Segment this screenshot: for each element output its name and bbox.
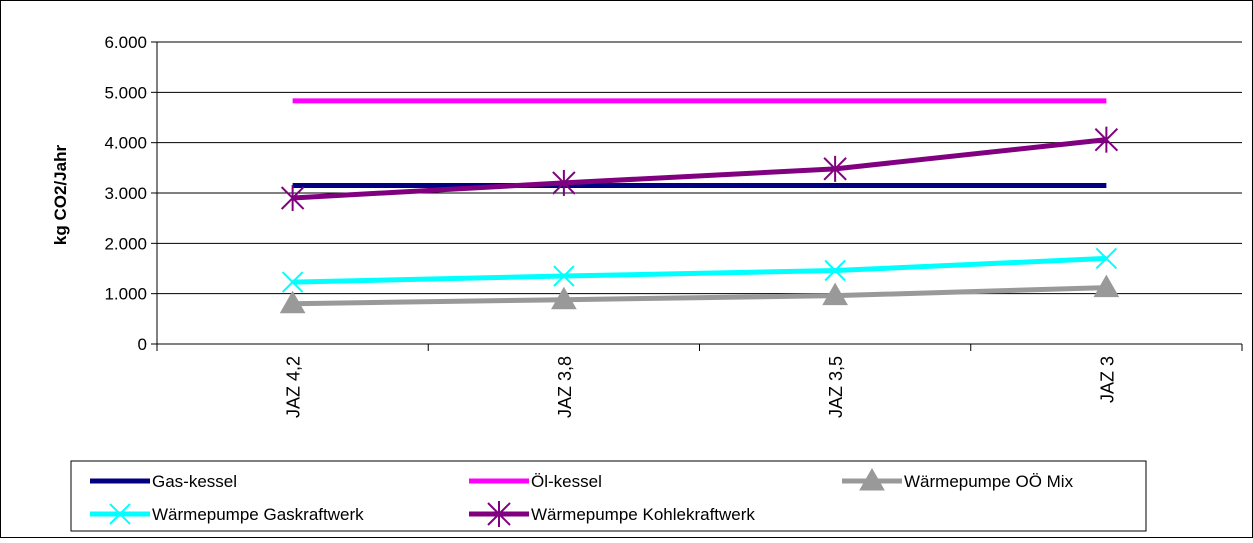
y-tick-label: 4.000 xyxy=(104,134,147,153)
data-point xyxy=(552,169,576,196)
series-line xyxy=(292,285,1107,307)
legend-item: Öl-kessel xyxy=(469,472,602,491)
marker-stroke xyxy=(824,259,846,282)
axes: 0 1.000 2.000 3.000 4.000 5.000 6.000 JAZ 4,2 JA… xyxy=(104,33,1243,418)
x-tick-label: JAZ 3,8 xyxy=(555,356,575,418)
y-tick-label: 6.000 xyxy=(104,33,147,52)
data-point xyxy=(823,155,847,182)
data-point xyxy=(281,271,304,293)
legend-item: Wärmepumpe OÖ Mix xyxy=(842,467,1074,491)
legend-label: Wärmepumpe OÖ Mix xyxy=(904,472,1074,491)
legend-marker xyxy=(859,467,885,491)
y-axis-label: kg CO2/Jahr xyxy=(51,145,70,246)
legend-item: Gas-kessel xyxy=(90,472,237,491)
data-point xyxy=(822,282,848,306)
legend-box xyxy=(70,460,1147,532)
x-tick-label: JAZ 4,2 xyxy=(284,356,304,418)
series-lines xyxy=(292,98,1107,307)
series-markers xyxy=(279,126,1120,314)
legend-marker xyxy=(487,501,511,527)
x-tick-label: JAZ 3 xyxy=(1097,356,1117,403)
marker-stroke xyxy=(553,265,575,287)
y-tick-label: 1.000 xyxy=(104,285,147,304)
data-point xyxy=(279,290,306,314)
legend: Gas-kessel Öl-kessel Wärmepumpe OÖ Mix Wärm… xyxy=(70,460,1147,532)
legend-item: Wärmepumpe Kohlekraftwerk xyxy=(469,501,755,527)
marker-stroke xyxy=(109,503,131,525)
data-point xyxy=(280,185,305,212)
marker-stroke xyxy=(1095,247,1118,270)
y-tick-label: 2.000 xyxy=(104,234,147,253)
data-point xyxy=(824,259,846,282)
series-line xyxy=(292,255,1107,285)
legend-label: Wärmepumpe Gaskraftwerk xyxy=(152,505,364,524)
data-point xyxy=(1094,126,1119,153)
y-tick-label: 3.000 xyxy=(104,184,147,203)
y-tick-label: 0 xyxy=(138,335,147,354)
data-point xyxy=(1093,274,1120,298)
legend-label: Öl-kessel xyxy=(531,472,602,491)
marker-stroke xyxy=(281,271,304,293)
data-point xyxy=(553,265,575,287)
data-point xyxy=(551,286,577,310)
legend-label: Wärmepumpe Kohlekraftwerk xyxy=(531,505,755,524)
legend-marker xyxy=(109,503,131,525)
data-point xyxy=(1095,247,1118,270)
legend-item: Wärmepumpe Gaskraftwerk xyxy=(90,503,364,525)
y-tick-label: 5.000 xyxy=(104,83,147,102)
series-line xyxy=(292,137,1107,201)
legend-label: Gas-kessel xyxy=(152,472,237,491)
x-tick-label: JAZ 3,5 xyxy=(826,356,846,418)
gridlines xyxy=(157,41,1242,295)
